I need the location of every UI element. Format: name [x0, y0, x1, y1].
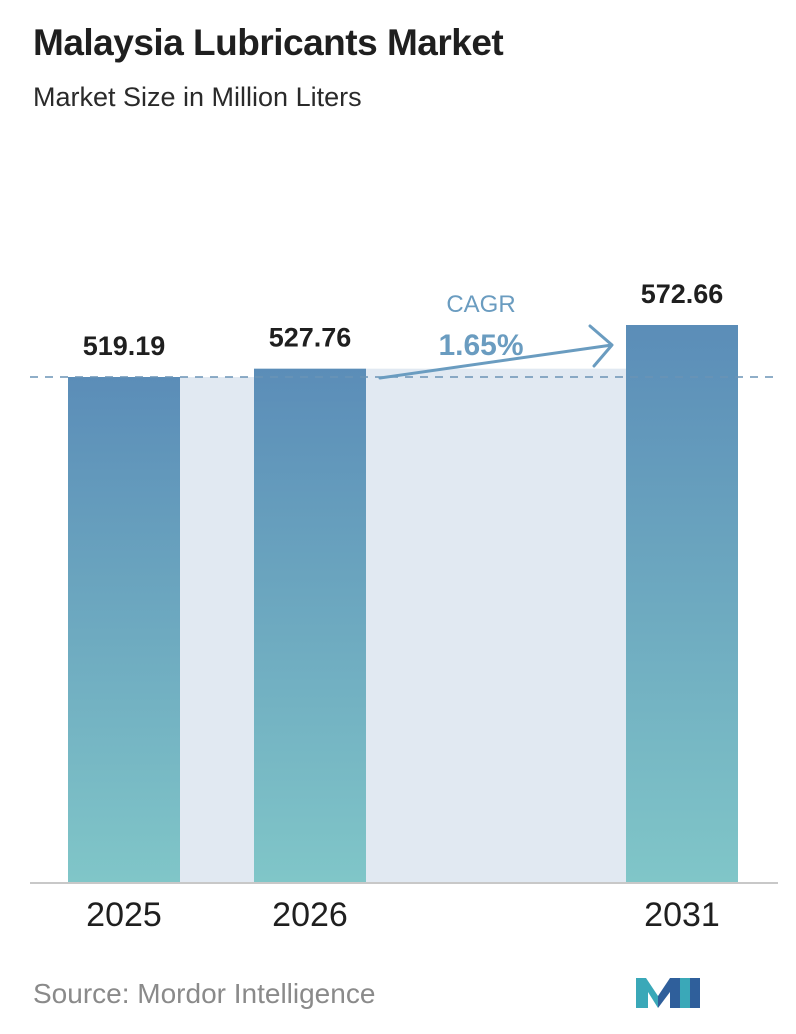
cagr-label: CAGR — [446, 291, 515, 318]
bar-gap-band — [180, 377, 254, 883]
value-label-2026: 527.76 — [269, 323, 352, 353]
bar-gap-band — [366, 368, 626, 883]
chart-subtitle: Market Size in Million Liters — [33, 82, 362, 112]
bar-2025 — [68, 377, 180, 883]
bar-chart: 519.19 527.76 572.66 2025 2026 2031 CAGR 1.6… — [30, 279, 780, 934]
mordor-intelligence-logo — [636, 978, 700, 1008]
source-note: Source: Mordor Intelligence — [33, 978, 376, 1009]
cagr-annotation: CAGR 1.65% — [378, 291, 614, 380]
cagr-value: 1.65% — [438, 329, 523, 362]
x-tick-label-2025: 2025 — [86, 896, 162, 934]
chart-title: Malaysia Lubricants Market — [33, 22, 504, 63]
bar-2026 — [254, 368, 366, 883]
x-tick-label-2031: 2031 — [644, 896, 720, 934]
x-tick-label-2026: 2026 — [272, 896, 348, 934]
bar-2031 — [626, 325, 738, 883]
value-label-2025: 519.19 — [83, 331, 166, 361]
cagr-arrow-icon — [378, 324, 614, 380]
value-label-2031: 572.66 — [641, 279, 724, 309]
